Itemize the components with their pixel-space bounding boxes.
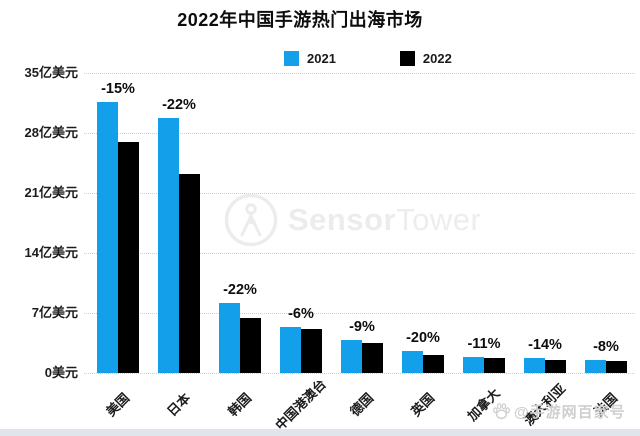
y-tick-label: 14亿美元: [24, 245, 78, 260]
bar-2022: [118, 142, 139, 373]
bar-2021: [463, 356, 484, 373]
bar-change-label: -15%: [101, 81, 135, 98]
bar-2021: [341, 339, 362, 373]
gridline: [84, 253, 635, 254]
bar-2022: [362, 343, 383, 373]
bar-2021: [219, 302, 240, 373]
bar-change-label: -14%: [528, 336, 562, 353]
y-tick-label: 28亿美元: [24, 125, 78, 140]
legend-swatch-2021: [284, 51, 299, 66]
bar-2021: [585, 360, 606, 373]
bar-2022: [240, 318, 261, 373]
bar-change-label: -22%: [223, 281, 257, 298]
bar-2021: [280, 326, 301, 373]
bar-2022: [484, 358, 505, 373]
x-axis-label-text: 日本: [164, 390, 194, 420]
sensortower-watermark: SensorTower: [224, 193, 481, 247]
bar-2021: [158, 117, 179, 373]
bar-change-label: -9%: [349, 318, 375, 335]
bar-2022: [545, 360, 566, 373]
bar-2021: [524, 357, 545, 373]
sensortower-logo-icon: [224, 193, 278, 247]
bar-change-label: -6%: [288, 305, 314, 322]
gridline: [84, 373, 635, 374]
bottom-strip: [0, 429, 640, 436]
x-axis-label-text: 美国: [103, 390, 133, 420]
bar-change-label: -8%: [593, 339, 619, 356]
sensortower-wordmark: SensorTower: [288, 202, 482, 237]
bar-change-label: -20%: [406, 329, 440, 346]
bar-2021: [402, 350, 423, 373]
y-tick-label: 21亿美元: [24, 185, 78, 200]
gridline: [84, 133, 635, 134]
x-axis-label-text: 中国港澳台: [272, 376, 329, 433]
bar-2022: [423, 355, 444, 373]
y-tick-label: 0美元: [44, 365, 78, 380]
bar-2021: [97, 102, 118, 373]
legend-label-2021: 2021: [307, 51, 336, 66]
x-axis-label-text: 韩国: [225, 390, 255, 420]
gridline: [84, 313, 635, 314]
x-axis-label-text: 德国: [347, 390, 377, 420]
bar-2022: [606, 361, 627, 373]
bar-2022: [179, 174, 200, 373]
legend-label-2022: 2022: [422, 51, 452, 66]
chart-legend: 2021 2022: [284, 51, 452, 66]
gridline: [84, 193, 635, 194]
page-title: 2022年中国手游热门出海市场: [177, 10, 423, 30]
gridline: [84, 73, 635, 74]
baijiahao-watermark-text: @手游网百家号: [514, 404, 626, 421]
y-tick-label: 7亿美元: [31, 305, 78, 320]
legend-item-2022: 2022: [399, 51, 452, 66]
legend-item-2021: 2021: [284, 51, 336, 66]
bar-change-label: -22%: [162, 96, 196, 113]
x-axis-label-text: 英国: [408, 390, 438, 420]
bar-2022: [301, 329, 322, 373]
y-tick-label: 35亿美元: [24, 65, 78, 80]
legend-swatch-2022: [399, 51, 415, 66]
bar-change-label: -11%: [467, 335, 501, 352]
baijiahao-watermark: @手游网百家号: [492, 401, 626, 422]
baidu-paw-icon: [493, 403, 510, 420]
